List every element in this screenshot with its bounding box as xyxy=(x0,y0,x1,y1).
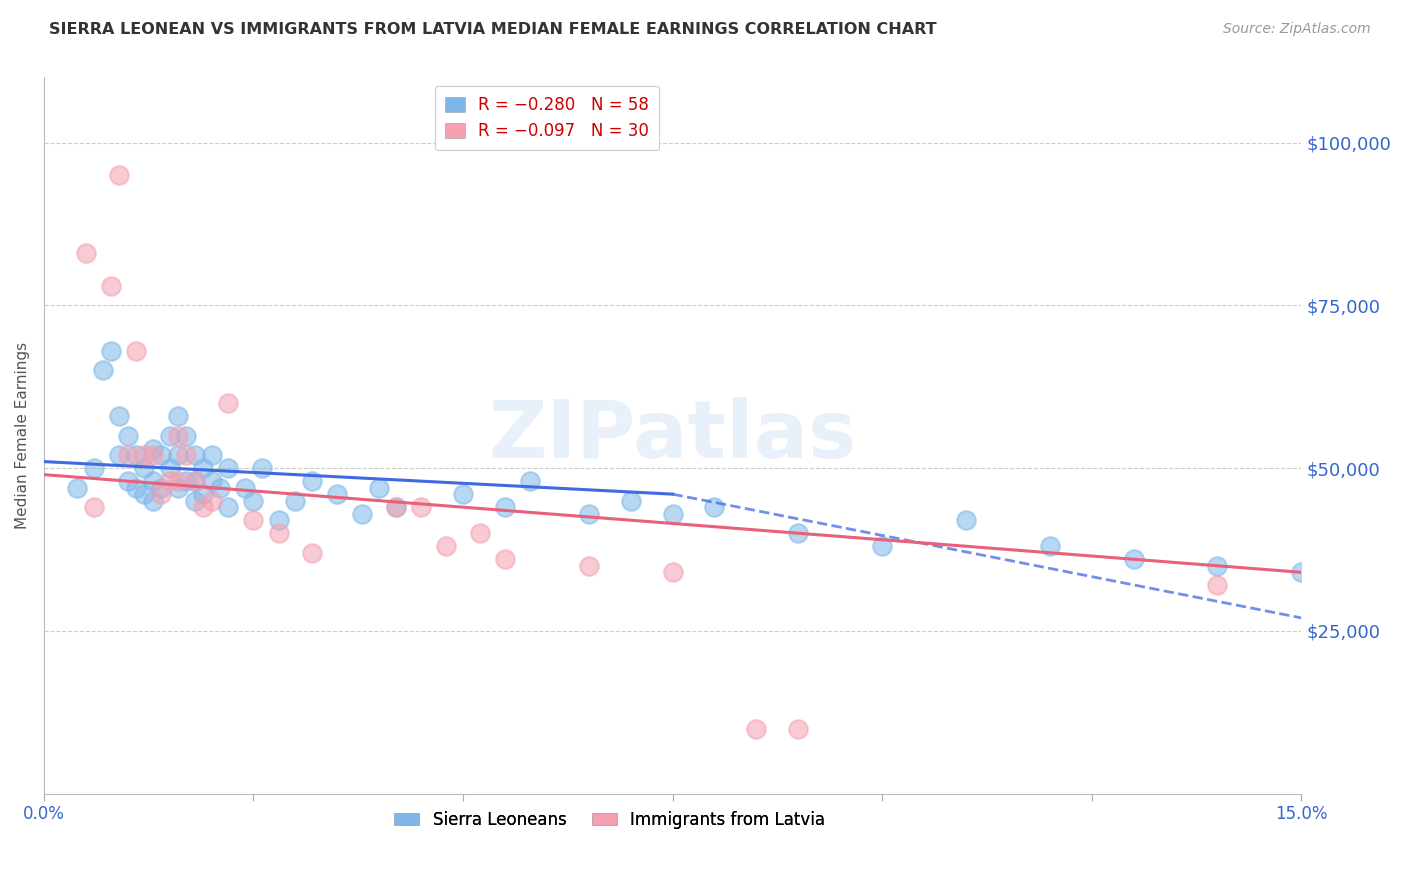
Point xyxy=(1039,539,1062,553)
Point xyxy=(411,500,433,515)
Y-axis label: Median Female Earnings: Median Female Earnings xyxy=(15,342,30,529)
Point xyxy=(703,500,725,515)
Point xyxy=(200,474,222,488)
Point xyxy=(117,474,139,488)
Point xyxy=(1122,552,1144,566)
Point xyxy=(385,500,408,515)
Point xyxy=(1206,558,1229,573)
Point xyxy=(1206,578,1229,592)
Point xyxy=(150,487,173,501)
Point xyxy=(468,526,491,541)
Point xyxy=(326,487,349,501)
Point xyxy=(108,168,131,182)
Point xyxy=(167,448,190,462)
Point xyxy=(870,539,893,553)
Point xyxy=(267,526,290,541)
Point xyxy=(284,493,307,508)
Point xyxy=(125,481,148,495)
Point xyxy=(134,487,156,501)
Point xyxy=(176,428,198,442)
Point xyxy=(184,474,207,488)
Point xyxy=(125,343,148,358)
Point xyxy=(233,481,256,495)
Point xyxy=(91,363,114,377)
Point xyxy=(578,507,600,521)
Point xyxy=(142,493,165,508)
Point xyxy=(787,526,810,541)
Point xyxy=(494,500,516,515)
Point xyxy=(167,428,190,442)
Point xyxy=(191,487,214,501)
Point xyxy=(1291,566,1313,580)
Point xyxy=(494,552,516,566)
Point xyxy=(301,546,323,560)
Point xyxy=(167,481,190,495)
Point xyxy=(100,343,122,358)
Point xyxy=(184,493,207,508)
Point xyxy=(745,722,768,736)
Point xyxy=(167,474,190,488)
Point xyxy=(150,481,173,495)
Point xyxy=(159,474,181,488)
Text: ZIPatlas: ZIPatlas xyxy=(488,397,856,475)
Point xyxy=(200,493,222,508)
Point xyxy=(519,474,541,488)
Point xyxy=(159,461,181,475)
Point xyxy=(242,493,264,508)
Point xyxy=(167,409,190,423)
Point xyxy=(787,722,810,736)
Point xyxy=(191,500,214,515)
Point xyxy=(66,481,89,495)
Point xyxy=(117,428,139,442)
Point xyxy=(100,278,122,293)
Point xyxy=(176,474,198,488)
Point xyxy=(217,500,239,515)
Point xyxy=(142,448,165,462)
Point xyxy=(352,507,374,521)
Point xyxy=(661,507,683,521)
Point xyxy=(242,513,264,527)
Point xyxy=(83,461,105,475)
Point xyxy=(184,448,207,462)
Point xyxy=(191,461,214,475)
Point xyxy=(301,474,323,488)
Point xyxy=(108,448,131,462)
Point xyxy=(434,539,457,553)
Point xyxy=(267,513,290,527)
Point xyxy=(75,246,97,260)
Text: SIERRA LEONEAN VS IMMIGRANTS FROM LATVIA MEDIAN FEMALE EARNINGS CORRELATION CHAR: SIERRA LEONEAN VS IMMIGRANTS FROM LATVIA… xyxy=(49,22,936,37)
Text: Source: ZipAtlas.com: Source: ZipAtlas.com xyxy=(1223,22,1371,37)
Point xyxy=(368,481,391,495)
Point xyxy=(108,409,131,423)
Point xyxy=(385,500,408,515)
Legend: Sierra Leoneans, Immigrants from Latvia: Sierra Leoneans, Immigrants from Latvia xyxy=(388,805,831,836)
Point xyxy=(661,566,683,580)
Point xyxy=(150,448,173,462)
Point xyxy=(142,474,165,488)
Point xyxy=(134,448,156,462)
Point xyxy=(620,493,643,508)
Point xyxy=(176,448,198,462)
Point xyxy=(208,481,231,495)
Point xyxy=(578,558,600,573)
Point xyxy=(159,428,181,442)
Point xyxy=(217,461,239,475)
Point xyxy=(117,448,139,462)
Point xyxy=(250,461,273,475)
Point xyxy=(83,500,105,515)
Point xyxy=(184,474,207,488)
Point xyxy=(217,396,239,410)
Point xyxy=(200,448,222,462)
Point xyxy=(134,461,156,475)
Point xyxy=(451,487,474,501)
Point xyxy=(125,448,148,462)
Point xyxy=(142,442,165,456)
Point xyxy=(955,513,977,527)
